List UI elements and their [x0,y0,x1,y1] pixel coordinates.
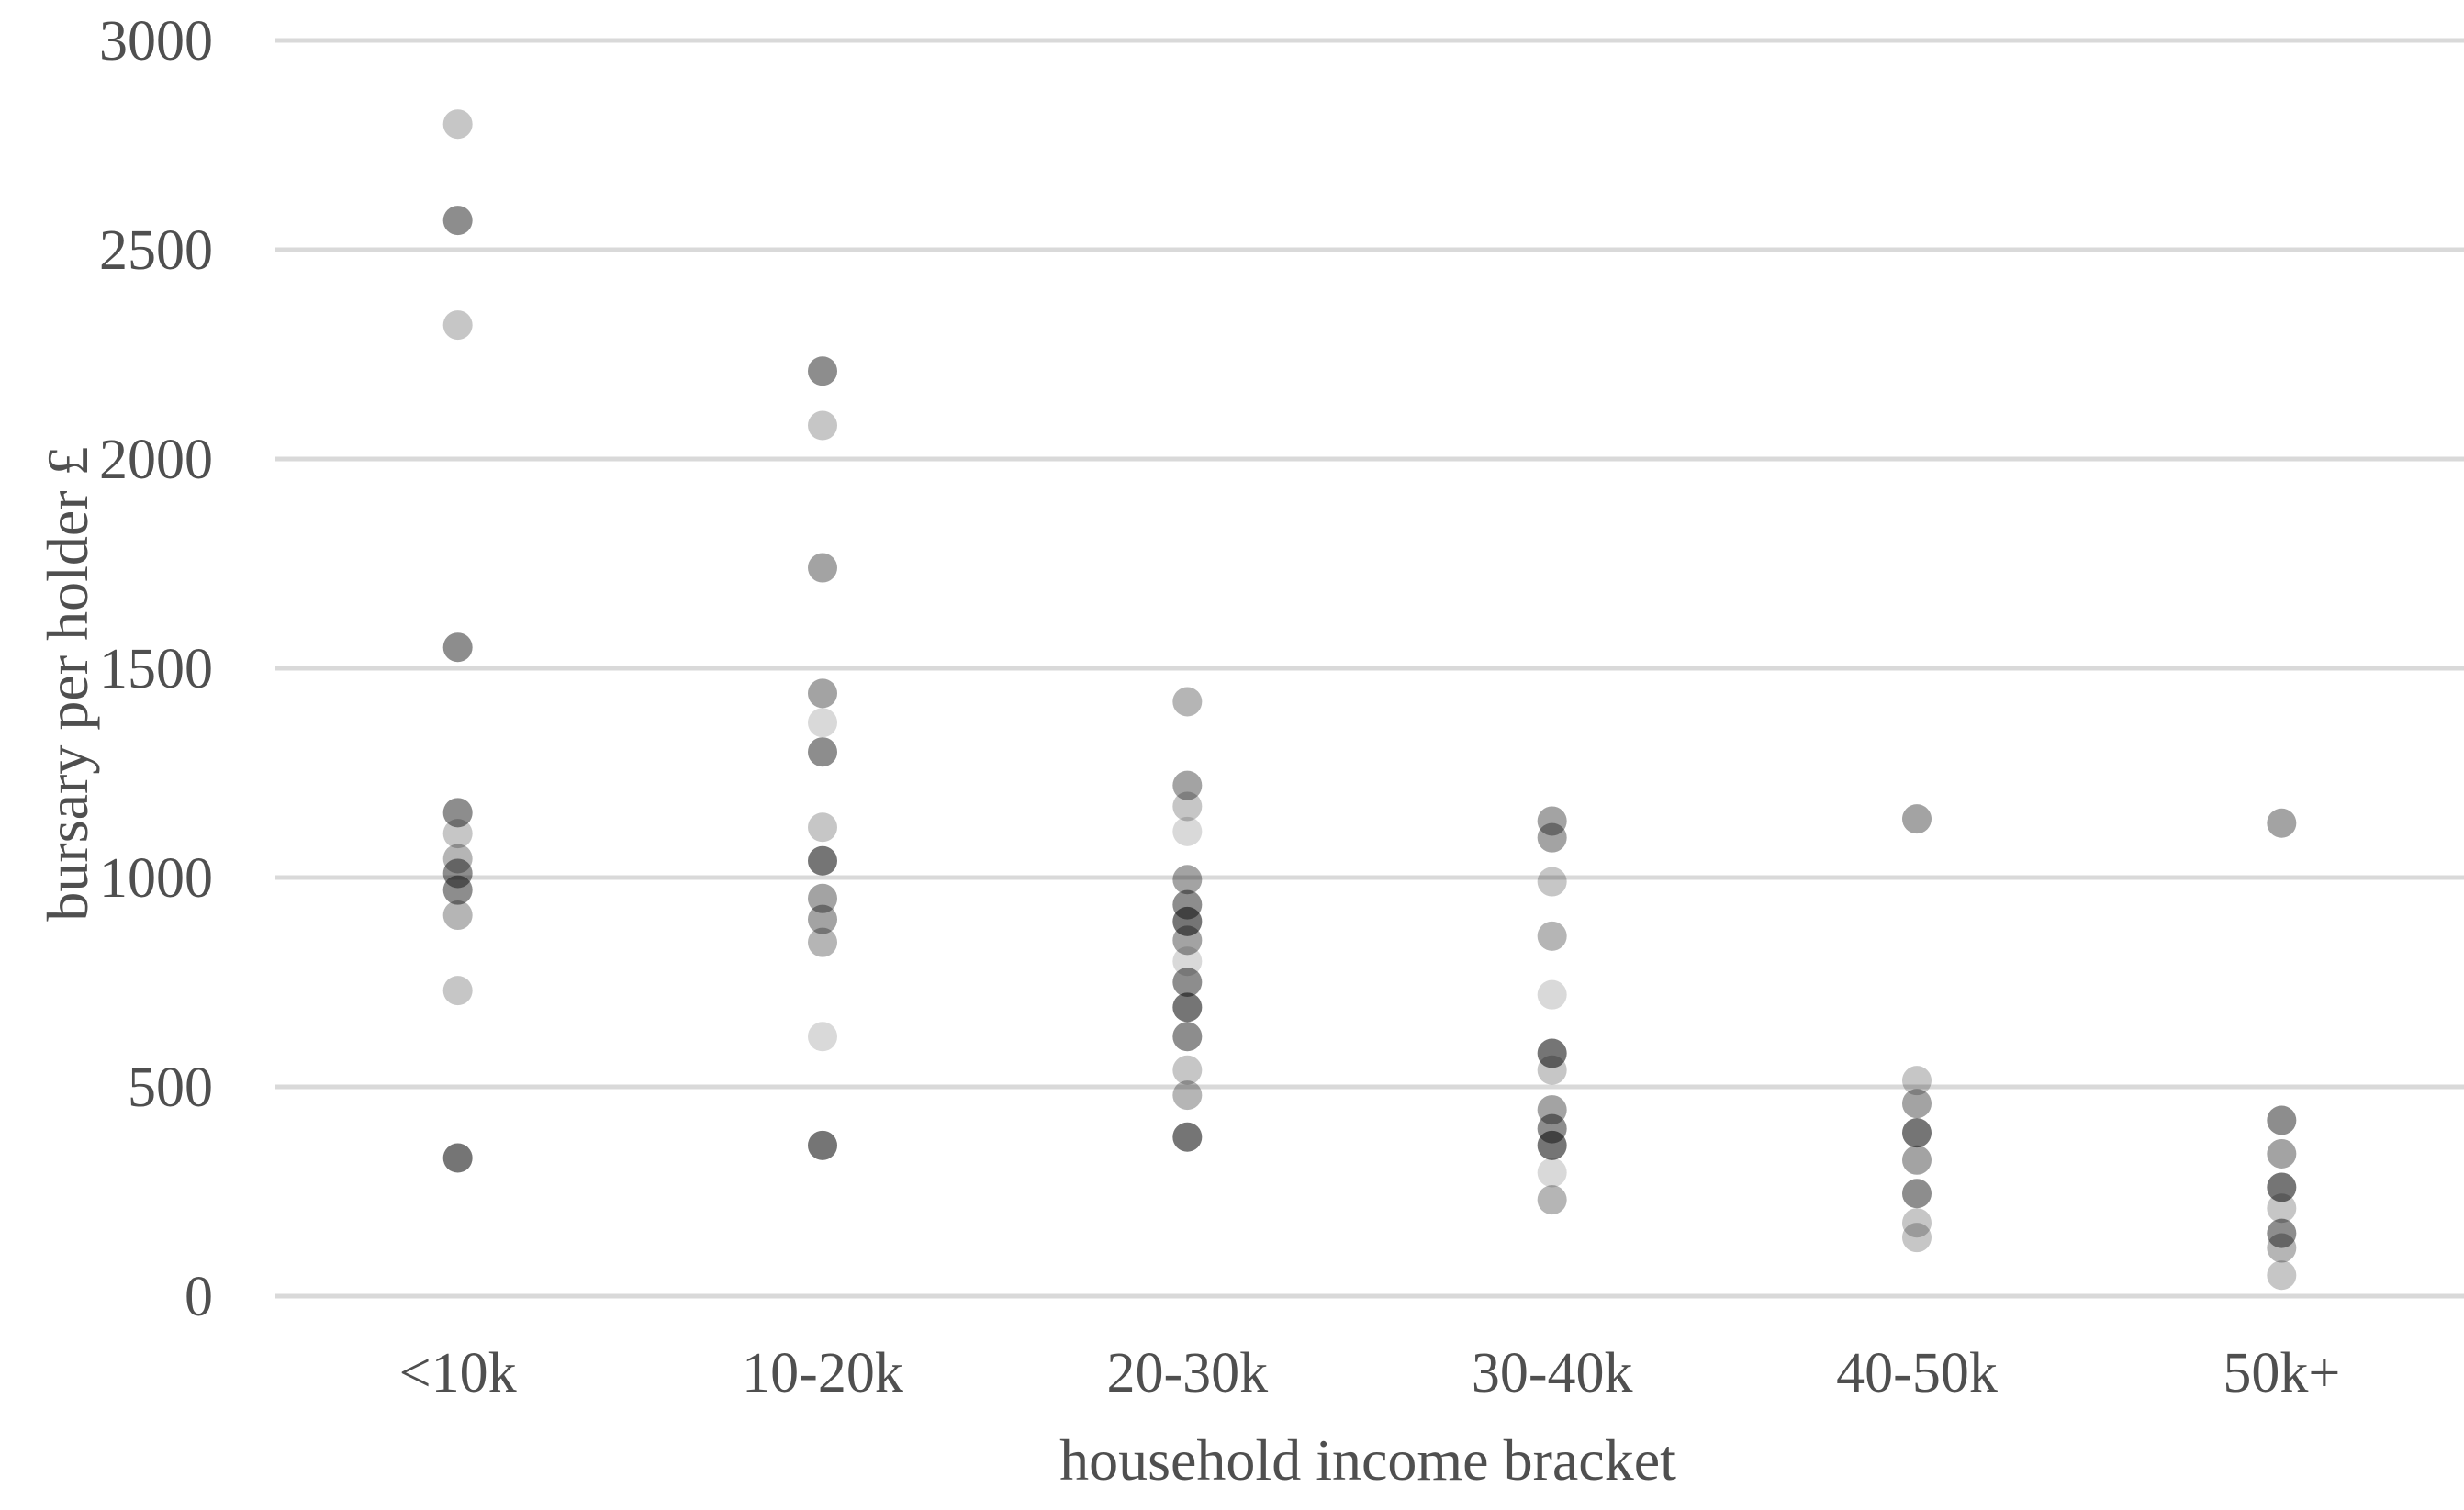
data-point [442,819,473,849]
data-point [808,553,837,583]
data-point [808,410,837,441]
data-point [442,310,473,341]
data-point [1902,1066,1932,1096]
x-axis-title: household income bracket [1059,1427,1676,1493]
gridlines [275,38,2464,1299]
data-point [1902,1145,1932,1175]
data-point [1172,1080,1203,1111]
data-point [1172,791,1203,822]
data-point [808,883,837,913]
data-points [442,109,2297,1291]
data-point [808,845,837,876]
data-point [442,109,473,140]
y-tick-label: 2000 [99,429,213,491]
data-point [808,904,837,934]
data-point [442,1143,473,1173]
data-point [1537,867,1567,897]
data-point [1902,804,1932,834]
x-axis-label: 10-20k [742,1342,903,1404]
data-point [1172,865,1203,895]
data-point [1172,1022,1203,1052]
y-tick-label: 1500 [99,638,213,700]
data-point [442,900,473,931]
data-point [1172,770,1203,800]
y-axis-title: bursary per holder £ [35,446,100,921]
data-point [442,632,473,663]
data-point [2267,1233,2297,1263]
x-axis-label: <10k [399,1342,517,1404]
data-point [442,875,473,905]
data-point [1902,1118,1932,1148]
data-point [808,1130,837,1160]
data-point [808,812,837,843]
data-point [1172,1122,1203,1152]
data-point [442,798,473,828]
data-point [1537,1185,1567,1215]
data-point [808,708,837,738]
data-point [1172,946,1203,977]
x-axis-label: 20-30k [1107,1342,1269,1404]
data-point [2267,1260,2297,1291]
y-tick-label: 3000 [99,10,213,73]
data-point [1537,921,1567,951]
data-point [1537,1055,1567,1085]
data-point [1172,1055,1203,1085]
data-point [1902,1223,1932,1253]
data-point [2267,1138,2297,1169]
y-tick-label: 0 [185,1266,213,1328]
x-axis-labels: <10k 10-20k 20-30k 30-40k 40-50k 50k+ [399,1342,2341,1404]
x-axis-label: 40-50k [1836,1342,1998,1404]
data-point [442,976,473,1006]
data-point [1172,968,1203,997]
data-point [1172,925,1203,956]
x-axis-label: 50k+ [2223,1342,2340,1404]
data-point [808,1022,837,1052]
data-point [442,206,473,236]
data-point [1537,1130,1567,1160]
y-tick-label: 1000 [99,847,213,910]
data-point [1172,992,1203,1023]
data-point [2267,1172,2297,1202]
data-point [1172,816,1203,846]
data-point [808,356,837,386]
y-tick-label: 2500 [99,219,213,282]
data-point [2267,1105,2297,1135]
data-point [808,678,837,709]
data-point [1172,687,1203,717]
data-point [2267,1193,2297,1224]
data-point [808,927,837,957]
data-point [1902,1179,1932,1209]
y-tick-label: 500 [128,1057,213,1119]
data-point [1902,1089,1932,1119]
x-axis-label: 30-40k [1472,1342,1633,1404]
data-point [1537,979,1567,1010]
y-axis-tick-labels: 3000 2500 2000 1500 1000 500 0 [99,10,213,1328]
data-point [1537,822,1567,853]
data-point [2267,808,2297,838]
data-point [1537,1158,1567,1188]
data-point [808,737,837,767]
